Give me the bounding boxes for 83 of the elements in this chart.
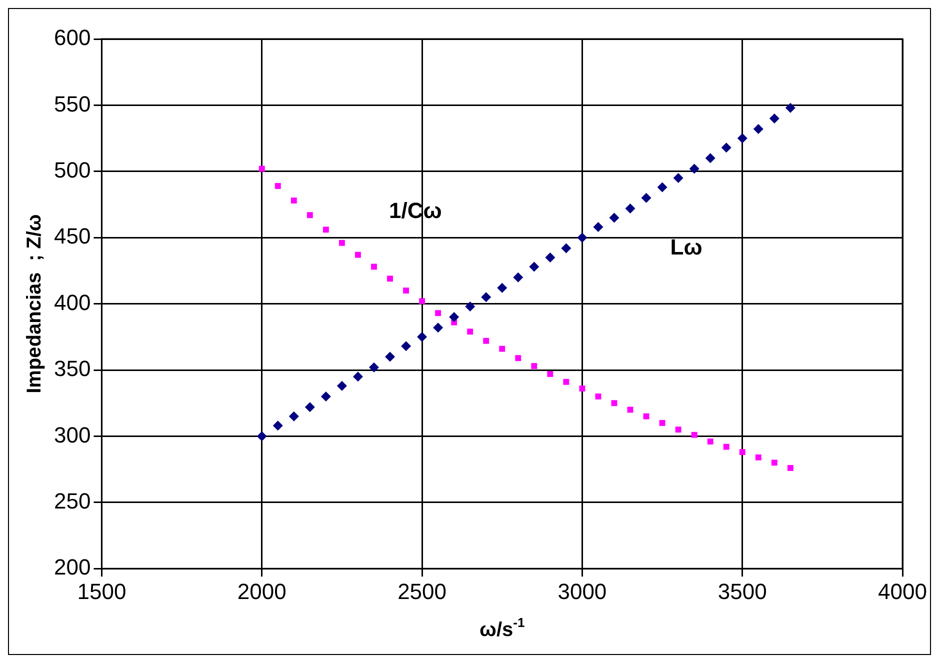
y-tick-label: 500: [54, 157, 91, 182]
point: [659, 420, 666, 426]
point: [579, 386, 586, 392]
x-tick-label: 4000: [878, 578, 928, 604]
point: [545, 252, 556, 262]
point: [274, 182, 281, 189]
point: [737, 133, 748, 144]
point: [513, 272, 524, 282]
point: [595, 394, 602, 400]
point: [304, 402, 315, 412]
point: [288, 411, 299, 422]
point: [563, 378, 570, 385]
y-axis-title: Impedancias ; Z/ω: [24, 214, 46, 394]
point: [705, 153, 716, 164]
point: [723, 444, 730, 450]
point: [769, 113, 780, 124]
point: [547, 371, 554, 377]
point: [467, 328, 474, 335]
y-tick-label: 250: [54, 488, 91, 514]
y-tick-label: 350: [54, 356, 91, 382]
point: [368, 362, 379, 372]
point: [657, 182, 668, 192]
point: [258, 166, 265, 172]
point: [417, 332, 428, 342]
y-tick-label: 400: [54, 290, 91, 315]
point: [306, 212, 313, 218]
point: [401, 341, 412, 352]
point: [675, 426, 682, 433]
point: [290, 198, 297, 204]
point: [593, 222, 604, 232]
point: [515, 355, 522, 362]
point: [755, 454, 762, 460]
point: [355, 252, 361, 258]
y-tick-label: 550: [54, 91, 91, 116]
series-label: Lω: [670, 234, 702, 260]
point: [403, 288, 409, 294]
point: [435, 310, 442, 316]
point: [609, 212, 620, 223]
point: [529, 262, 540, 272]
point: [785, 102, 796, 113]
point: [338, 240, 345, 246]
point: [385, 352, 396, 362]
y-tick-label: 200: [54, 554, 91, 580]
point: [771, 460, 778, 466]
point: [497, 282, 508, 293]
x-tick-label: 2000: [237, 578, 286, 604]
point: [561, 243, 572, 254]
point: [641, 192, 652, 203]
point: [449, 312, 460, 322]
y-tick-label: 450: [54, 224, 91, 249]
point: [691, 432, 698, 438]
point: [272, 420, 283, 431]
point: [256, 431, 267, 442]
y-tick-label: 300: [54, 422, 91, 448]
point: [483, 338, 490, 344]
x-tick-label: 3500: [718, 578, 767, 604]
point: [387, 276, 393, 282]
point: [787, 465, 794, 471]
point: [320, 391, 331, 402]
x-tick-label: 1500: [77, 578, 126, 604]
y-tick-label: 600: [54, 25, 91, 50]
point: [499, 346, 506, 352]
point: [336, 380, 347, 391]
x-tick-label: 2500: [398, 578, 447, 604]
x-tick-label: 3000: [558, 578, 607, 604]
point: [721, 142, 732, 153]
point: [531, 363, 538, 369]
point: [465, 301, 476, 312]
point: [611, 400, 618, 406]
point: [322, 226, 329, 233]
point: [673, 173, 684, 184]
point: [643, 413, 650, 420]
point: [625, 203, 636, 214]
point: [707, 438, 714, 444]
point: [739, 449, 746, 456]
point: [371, 264, 377, 270]
point: [577, 232, 588, 243]
point: [481, 292, 492, 302]
point: [433, 322, 444, 333]
point: [689, 164, 700, 174]
point: [419, 298, 426, 304]
point: [753, 124, 764, 134]
point: [352, 372, 363, 382]
